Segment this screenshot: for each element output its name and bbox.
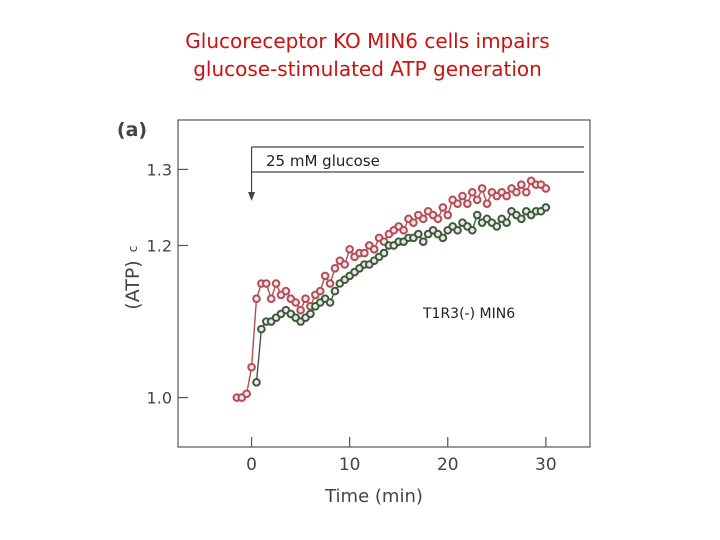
- series-1-point: [301, 294, 310, 304]
- chart-title-line-1: Glucoreceptor KO MIN6 cells impairs: [185, 29, 550, 53]
- y-axis-label-subscript: c: [126, 246, 140, 253]
- series-2-point: [379, 248, 389, 258]
- x-tick-label: 10: [339, 455, 361, 475]
- series-2-point: [541, 203, 551, 212]
- series-1-point: [266, 294, 276, 304]
- x-tick-label: 30: [535, 455, 557, 475]
- series-1-point: [482, 199, 492, 208]
- series-1-point: [271, 279, 281, 288]
- series-1-point: [340, 260, 350, 269]
- series-2-point: [472, 210, 482, 220]
- series-1-point: [320, 271, 330, 281]
- series-1-point: [453, 199, 462, 208]
- series-2-point: [418, 237, 428, 246]
- series-2-point: [502, 218, 511, 227]
- series-1-point: [463, 199, 472, 208]
- series-1-point: [291, 298, 301, 307]
- series-1-point: [409, 218, 418, 227]
- series-2-point: [438, 233, 448, 243]
- panel-label: (a): [117, 119, 147, 141]
- glucose-arrow-head: [248, 192, 256, 201]
- series-1-point: [369, 244, 379, 254]
- series-2-point: [467, 225, 477, 235]
- series-1-point: [541, 184, 551, 193]
- series-1-point: [330, 263, 340, 273]
- series-2-point: [257, 324, 266, 334]
- series-1-point: [247, 362, 256, 372]
- ko-series-label: T1R3(-) MIN6: [422, 306, 515, 322]
- series-1-point: [458, 191, 467, 201]
- series-2-point: [306, 309, 315, 319]
- series-2-point: [453, 225, 462, 235]
- series-1-point: [345, 244, 354, 254]
- series-1-point: [252, 294, 261, 304]
- y-tick-label: 1.2: [147, 236, 172, 255]
- x-axis-label: Time (min): [324, 486, 423, 507]
- series-1-point: [399, 225, 408, 235]
- series-2-point: [252, 378, 261, 387]
- series-1-point: [472, 195, 482, 205]
- series-1-point: [477, 184, 487, 193]
- series-1-point: [360, 248, 369, 258]
- series-1-point: [242, 389, 251, 399]
- series-1-point: [517, 180, 526, 189]
- x-tick-label: 0: [246, 455, 257, 475]
- series-2-point: [517, 214, 526, 224]
- plot-frame: [177, 119, 591, 448]
- series-1-point: [325, 279, 335, 288]
- chart-title-line-2: glucose-stimulated ATP generation: [193, 57, 542, 81]
- glucose-label: 25 mM glucose: [266, 152, 380, 170]
- series-1-point: [418, 214, 428, 224]
- glucose-label-bg: [262, 150, 398, 170]
- series-1-point: [521, 187, 531, 197]
- series-1-point: [315, 286, 325, 296]
- series-2-point: [325, 298, 335, 307]
- series-2-point: [330, 286, 340, 296]
- series-2-point: [414, 229, 423, 239]
- x-tick-label: 20: [437, 455, 459, 475]
- series-1-point: [281, 286, 291, 296]
- series-2-point: [492, 222, 502, 231]
- y-tick-label: 1.0: [147, 389, 172, 408]
- series-1-point: [443, 210, 453, 220]
- series-1-point: [512, 187, 521, 197]
- series-1-point: [261, 279, 271, 288]
- series-1-point: [296, 305, 305, 315]
- y-tick-label: 1.3: [147, 160, 172, 179]
- series-1-point: [433, 214, 443, 224]
- series-1-point: [502, 191, 511, 201]
- series-1-point: [467, 187, 477, 197]
- series-1-point: [438, 203, 448, 212]
- y-axis-label: (ATP): [122, 260, 144, 309]
